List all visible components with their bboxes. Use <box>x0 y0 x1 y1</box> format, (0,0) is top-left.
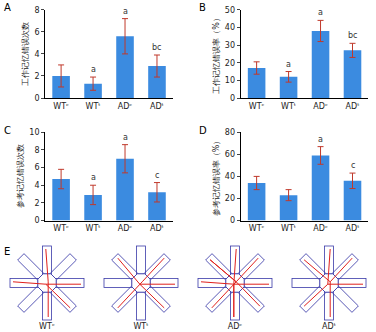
svg-text:WTᶜ: WTᶜ <box>249 224 265 233</box>
svg-text:c: c <box>155 171 159 180</box>
svg-text:ADᵗ: ADᵗ <box>322 322 336 331</box>
svg-text:A: A <box>4 2 11 13</box>
svg-text:6: 6 <box>34 163 39 172</box>
svg-text:E: E <box>4 246 10 257</box>
svg-text:a: a <box>286 60 291 69</box>
svg-text:工作记忆错误次数: 工作记忆错误次数 <box>21 22 30 86</box>
svg-text:2: 2 <box>34 72 39 81</box>
svg-text:WTᶜ: WTᶜ <box>249 102 265 111</box>
svg-text:6: 6 <box>34 28 39 37</box>
svg-text:0: 0 <box>34 94 39 103</box>
svg-text:2: 2 <box>34 199 39 208</box>
svg-text:4: 4 <box>34 181 39 190</box>
svg-text:0: 0 <box>34 216 39 225</box>
svg-text:60: 60 <box>225 150 235 159</box>
svg-text:ADᶜ: ADᶜ <box>118 224 133 233</box>
svg-text:c: c <box>351 161 355 170</box>
svg-text:D: D <box>199 125 207 136</box>
svg-text:WTᵗ: WTᵗ <box>85 224 100 233</box>
svg-text:ADᶜ: ADᶜ <box>313 102 328 111</box>
svg-text:工作记忆错误率（%）: 工作记忆错误率（%） <box>212 14 221 94</box>
svg-text:ADᶜ: ADᶜ <box>313 224 328 233</box>
svg-text:20: 20 <box>225 194 235 203</box>
svg-text:bc: bc <box>152 43 161 52</box>
svg-text:WTᵗ: WTᵗ <box>281 102 296 111</box>
svg-text:ADᶜ: ADᶜ <box>228 322 243 331</box>
svg-text:20: 20 <box>225 59 235 68</box>
svg-text:ADᵗ: ADᵗ <box>150 224 164 233</box>
svg-text:4: 4 <box>34 50 39 59</box>
svg-text:a: a <box>318 8 323 17</box>
svg-text:40: 40 <box>225 172 235 181</box>
svg-text:WTᶜ: WTᶜ <box>53 224 69 233</box>
svg-text:50: 50 <box>225 6 235 15</box>
svg-text:C: C <box>4 125 11 136</box>
svg-text:WTᶜ: WTᶜ <box>53 102 69 111</box>
svg-text:a: a <box>123 7 128 16</box>
svg-text:a: a <box>123 133 128 142</box>
svg-text:a: a <box>91 65 96 74</box>
svg-text:参考记忆错误次数: 参考记忆错误次数 <box>16 144 25 208</box>
svg-text:a: a <box>318 135 323 144</box>
svg-text:0: 0 <box>230 216 235 225</box>
svg-text:bc: bc <box>348 31 357 40</box>
svg-text:WTᶜ: WTᶜ <box>39 322 55 331</box>
svg-text:10: 10 <box>225 76 235 85</box>
svg-text:WTᵗ: WTᵗ <box>281 224 296 233</box>
svg-text:WTᵗ: WTᵗ <box>133 322 148 331</box>
svg-text:B: B <box>199 2 206 13</box>
svg-text:8: 8 <box>34 146 39 155</box>
svg-text:10: 10 <box>29 128 39 137</box>
svg-text:80: 80 <box>225 128 235 137</box>
svg-text:30: 30 <box>225 41 235 50</box>
svg-text:a: a <box>91 173 96 182</box>
svg-text:ADᵗ: ADᵗ <box>346 102 360 111</box>
svg-text:8: 8 <box>34 6 39 15</box>
svg-text:40: 40 <box>225 23 235 32</box>
svg-text:ADᵗ: ADᵗ <box>346 224 360 233</box>
svg-text:0: 0 <box>230 94 235 103</box>
svg-text:参考记忆错误率（%）: 参考记忆错误率（%） <box>212 137 221 217</box>
svg-text:ADᶜ: ADᶜ <box>118 102 133 111</box>
svg-text:ADᵗ: ADᵗ <box>150 102 164 111</box>
svg-text:WTᵗ: WTᵗ <box>85 102 100 111</box>
